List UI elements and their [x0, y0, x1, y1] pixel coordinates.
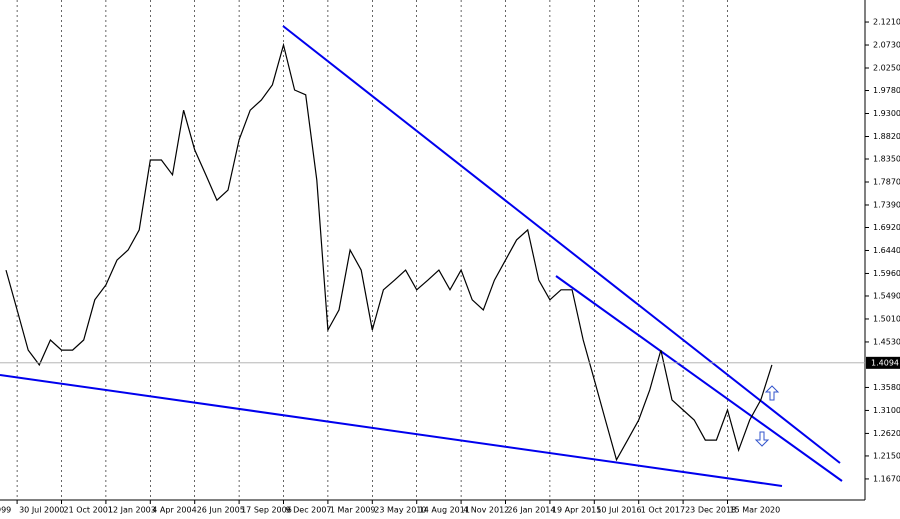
y-tick-label: 1.7390 [873, 200, 900, 209]
current-price-box [866, 356, 900, 369]
y-tick-label: 1.2620 [873, 429, 900, 438]
x-tick-label: 10 Jul 2016 [596, 506, 641, 515]
y-tick-label: 1.5490 [873, 291, 900, 300]
y-tick-label: 1.6920 [873, 223, 900, 232]
x-tick-label: 4 Nov 2012 [463, 506, 509, 515]
y-tick-label: 1.6440 [873, 246, 900, 255]
y-tick-label: 1.3580 [873, 383, 900, 392]
x-tick-label: 23 Dec 2018 [685, 506, 736, 515]
y-tick-label: 1.1670 [873, 474, 900, 483]
x-tick-label: 14 Aug 2011 [419, 506, 470, 515]
y-tick-label: 1.7870 [873, 177, 900, 186]
down-arrow [754, 431, 770, 447]
y-tick-label: 1.3100 [873, 406, 900, 415]
x-tick-label: 9 Dec 2007 [286, 506, 332, 515]
x-partial-label: 999 [0, 506, 11, 515]
x-tick-label: 23 May 2010 [374, 506, 426, 515]
x-tick-label: 1 Mar 2009 [330, 506, 376, 515]
trend-line [282, 25, 841, 464]
y-tick-label: 2.0250 [873, 64, 900, 73]
y-tick-label: 1.5960 [873, 269, 900, 278]
x-tick-label: 1 Oct 2017 [641, 506, 685, 515]
trend-line [0, 374, 783, 487]
trend-line [555, 275, 843, 482]
y-tick-label: 1.9300 [873, 109, 900, 118]
x-tick-label: 30 Jul 2000 [19, 506, 64, 515]
y-tick-label: 2.1210 [873, 18, 900, 27]
y-tick-label: 1.9780 [873, 86, 900, 95]
y-tick-label: 1.4530 [873, 337, 900, 346]
y-tick-label: 1.8350 [873, 155, 900, 164]
x-tick-label: 19 Apr 2015 [552, 506, 601, 515]
y-tick-label: 1.5010 [873, 314, 900, 323]
x-tick-label: 21 Oct 2001 [64, 506, 113, 515]
price-line [5, 42, 773, 462]
y-tick-label: 1.8820 [873, 132, 900, 141]
x-tick-label: 26 Jun 2005 [197, 506, 245, 515]
current-price-label: 1.4094 [871, 358, 899, 367]
x-tick-label: 26 Jan 2014 [508, 506, 556, 515]
grid [16, 0, 728, 500]
y-tick-label: 1.2150 [873, 451, 900, 460]
x-tick-label: 4 Apr 2004 [152, 506, 196, 515]
y-tick-label: 2.0730 [873, 41, 900, 50]
x-tick-label: 17 Sep 2006 [241, 506, 292, 515]
x-tick-label: 12 Jan 2003 [108, 506, 156, 515]
up-arrow [764, 385, 780, 401]
x-tick-label: 15 Mar 2020 [730, 506, 781, 515]
